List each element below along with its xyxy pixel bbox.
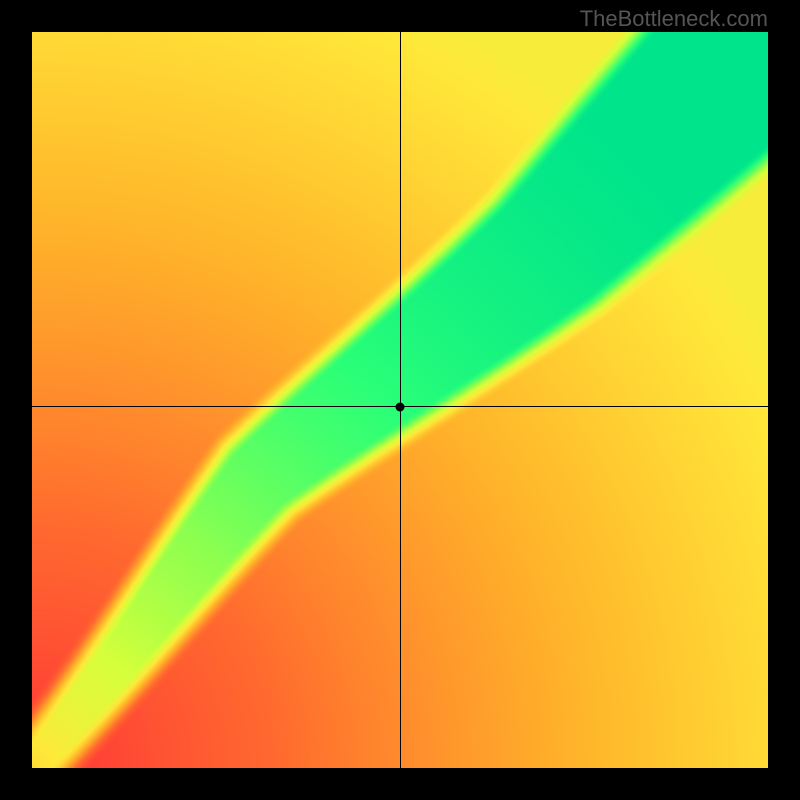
crosshair-vertical xyxy=(400,32,401,768)
watermark-text: TheBottleneck.com xyxy=(580,6,768,32)
heatmap-plot xyxy=(32,32,768,768)
plot-marker-dot xyxy=(396,402,405,411)
